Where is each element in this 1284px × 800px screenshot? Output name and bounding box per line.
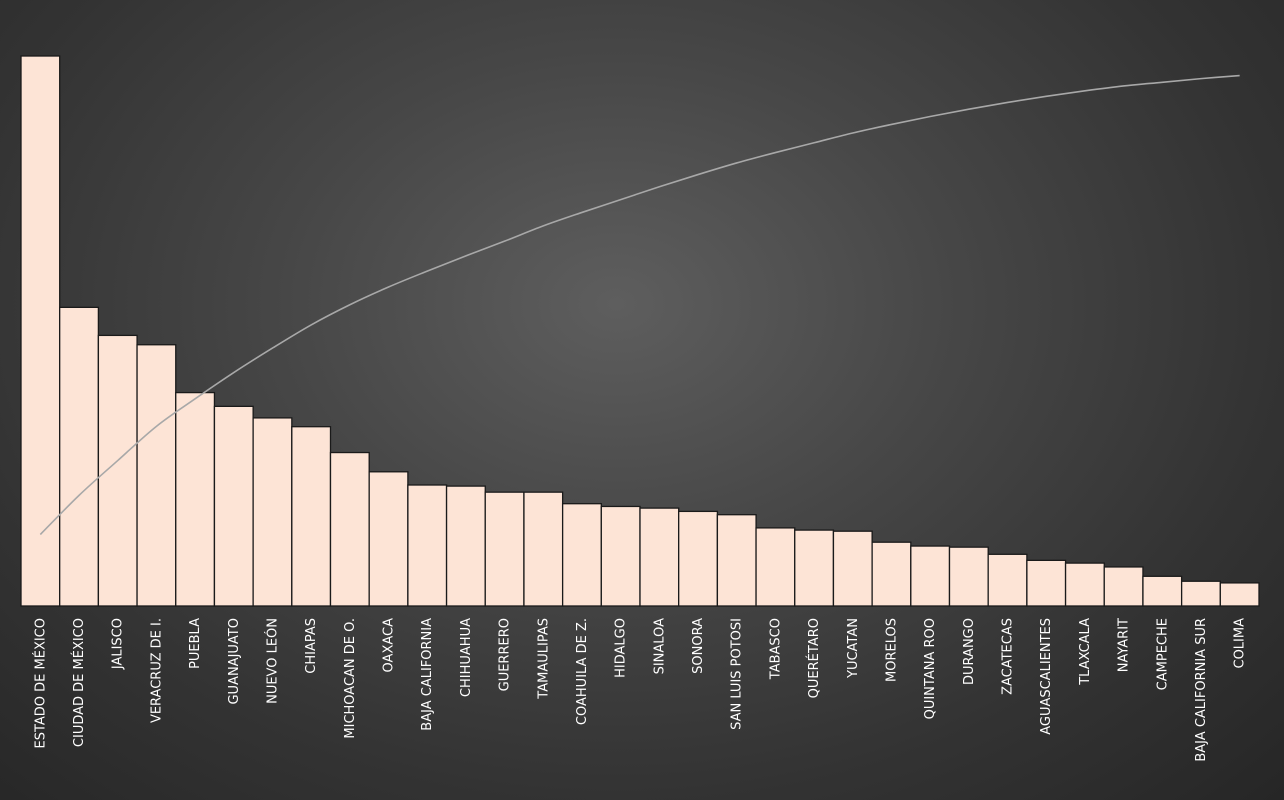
bar-michoacan-de-o	[329, 451, 370, 607]
bar-puebla	[175, 391, 216, 607]
category-label-zacatecas: ZACATECAS	[1001, 618, 1016, 695]
category-label-guanajuato: GUANAJUATO	[227, 618, 242, 705]
category-label-puebla: PUEBLA	[188, 618, 203, 669]
bar-nuevo-leon	[252, 417, 293, 607]
category-label-guerrero: GUERRERO	[498, 618, 513, 691]
bar-series	[20, 55, 1260, 607]
category-label-sonora: SONORA	[691, 618, 706, 674]
bar-oaxaca	[368, 471, 409, 607]
bar-yucatan	[832, 530, 873, 607]
category-label-sinaloa: SINALOA	[652, 618, 667, 674]
category-label-veracruz-de-i: VERACRUZ DE I.	[149, 618, 164, 723]
bar-san-luis-potosi	[716, 514, 757, 607]
category-label-nayarit: NAYARIT	[1117, 618, 1132, 672]
bar-ciudad-de-mexico	[59, 306, 100, 607]
category-label-quintana-roo: QUINTANA ROO	[923, 618, 938, 719]
cumulative-line	[39, 74, 1240, 536]
category-label-san-luis-potosi: SAN LUIS POTOSI	[730, 618, 745, 730]
bar-baja-california	[407, 484, 448, 607]
category-label-ciudad-de-mexico: CIUDAD DE MÉXICO	[71, 618, 87, 747]
category-label-colima: COLIMA	[1233, 618, 1248, 669]
bar-tamaulipas	[523, 491, 564, 607]
bar-estado-de-mexico	[20, 55, 61, 607]
category-label-campeche: CAMPECHE	[1155, 618, 1170, 690]
bar-morelos	[871, 541, 912, 607]
bar-guanajuato	[213, 405, 254, 607]
category-label-queretaro: QUERÉTARO	[806, 618, 822, 698]
bar-tabasco	[755, 527, 796, 607]
bar-quintana-roo	[910, 545, 951, 607]
category-label-aguascalientes: AGUASCALIENTES	[1039, 618, 1054, 735]
category-label-durango: DURANGO	[962, 618, 977, 685]
bar-nayarit	[1103, 566, 1144, 607]
category-label-tlaxcala: TLAXCALA	[1078, 618, 1093, 686]
bar-aguascalientes	[1026, 559, 1067, 607]
bar-hidalgo	[600, 505, 641, 607]
category-label-jalisco: JALISCO	[111, 618, 126, 670]
category-label-michoacan-de-o: MICHOACAN DE O.	[343, 618, 358, 739]
category-label-estado-de-mexico: ESTADO DE MÉXICO	[32, 618, 48, 749]
bar-queretaro	[794, 529, 835, 607]
category-label-chihuahua: CHIHUAHUA	[459, 618, 474, 697]
bar-durango	[948, 546, 989, 607]
bar-campeche	[1142, 575, 1183, 607]
bar-colima	[1219, 582, 1260, 607]
bar-zacatecas	[987, 553, 1028, 607]
bar-baja-california-sur	[1180, 580, 1221, 607]
category-label-baja-california-sur: BAJA CALIFORNIA SUR	[1194, 618, 1209, 762]
category-label-hidalgo: HIDALGO	[614, 618, 629, 678]
category-label-chiapas: CHIAPAS	[304, 618, 319, 674]
bar-chiapas	[291, 426, 332, 607]
category-label-nuevo-leon: NUEVO LEÓN	[264, 618, 280, 704]
bar-coahuila-de-z	[561, 503, 602, 607]
bar-veracruz-de-i	[136, 344, 177, 607]
category-label-morelos: MORELOS	[884, 618, 899, 682]
cumulative-line-series	[39, 74, 1240, 536]
category-label-tabasco: TABASCO	[768, 618, 783, 680]
bar-tlaxcala	[1064, 562, 1105, 607]
category-label-baja-california: BAJA CALIFORNIA	[420, 618, 435, 731]
bar-chihuahua	[445, 485, 486, 607]
category-label-tamaulipas: TAMAULIPAS	[536, 618, 551, 700]
bar-jalisco	[97, 334, 138, 607]
category-label-coahuila-de-z: COAHUILA DE Z.	[575, 618, 590, 725]
category-axis-labels: ESTADO DE MÉXICO CIUDAD DE MÉXICO JALISCO V…	[32, 618, 1247, 762]
bar-guerrero	[484, 491, 525, 607]
category-label-oaxaca: OAXACA	[382, 618, 397, 673]
bar-sinaloa	[639, 507, 680, 607]
bar-sonora	[678, 510, 719, 607]
category-label-yucatan: YUCATAN	[846, 618, 861, 679]
